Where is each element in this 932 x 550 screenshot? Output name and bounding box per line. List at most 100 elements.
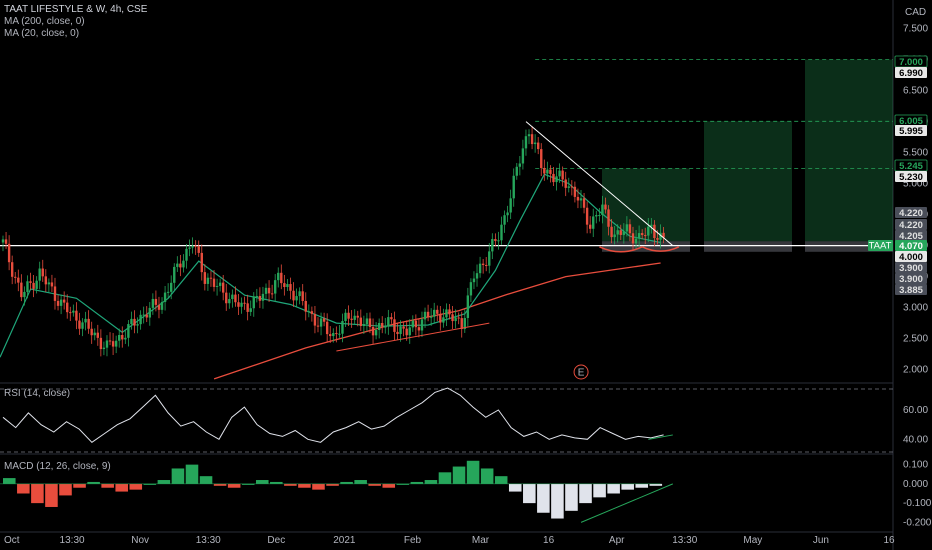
candle-body xyxy=(570,186,574,188)
candle-body xyxy=(72,310,75,313)
candle-body xyxy=(558,170,561,177)
time-tick-label: Dec xyxy=(267,535,285,546)
candle-body xyxy=(439,313,442,323)
rsi-tick-label: 40.00 xyxy=(903,434,928,445)
rsi-tick-label: 60.00 xyxy=(903,405,928,416)
candle-body xyxy=(488,251,491,266)
candle-body xyxy=(420,319,424,331)
candle-body xyxy=(564,179,567,188)
candle-body xyxy=(567,186,570,188)
candle-body xyxy=(87,318,90,329)
time-tick-label: Apr xyxy=(609,535,625,546)
time-tick-label: 16 xyxy=(883,535,895,546)
candle-body xyxy=(533,142,537,145)
candle-body xyxy=(555,176,558,183)
price-label-text: 5.230 xyxy=(899,172,923,183)
candle-body xyxy=(644,235,647,237)
candle-body xyxy=(426,311,430,318)
candle-body xyxy=(329,334,332,337)
price-tick-label: 6.500 xyxy=(903,86,928,97)
candle-body xyxy=(472,278,476,283)
candle-body xyxy=(102,347,106,350)
candle-body xyxy=(283,283,286,288)
candle-body xyxy=(601,204,604,216)
candle-body xyxy=(206,277,210,284)
candle-body xyxy=(469,282,473,296)
candle-body xyxy=(234,294,237,303)
candle-body xyxy=(145,314,148,318)
price-label-box xyxy=(895,262,927,273)
candle-body xyxy=(231,294,234,300)
macd-tick-label: -0.200 xyxy=(903,517,932,528)
ma20-legend[interactable]: MA (20, close, 0) xyxy=(4,28,80,39)
candle-body xyxy=(292,290,295,301)
candle-body xyxy=(69,312,72,314)
price-label-box xyxy=(895,273,927,284)
ma200-legend[interactable]: MA (200, close, 0) xyxy=(4,16,85,27)
macd-histogram-bar xyxy=(354,480,367,484)
descending-trendline xyxy=(525,121,674,246)
candle-body xyxy=(255,295,259,297)
candle-body xyxy=(1,239,5,243)
candle-body xyxy=(322,318,326,322)
candle-body xyxy=(75,310,78,321)
candle-body xyxy=(463,318,466,330)
price-label-box xyxy=(895,67,927,78)
candle-body xyxy=(258,295,262,301)
macd-histogram-bar xyxy=(607,483,620,494)
price-label-text: 6.990 xyxy=(899,68,923,79)
candle-body xyxy=(319,318,323,327)
macd-histogram-bar xyxy=(438,472,452,484)
candle-body xyxy=(121,334,124,340)
candle-body xyxy=(7,243,11,263)
candle-body xyxy=(32,282,35,289)
candle-body xyxy=(616,230,619,235)
candle-body xyxy=(56,300,60,306)
candle-body xyxy=(647,226,650,236)
candle-body xyxy=(111,341,115,347)
candle-body xyxy=(631,233,635,244)
candle-body xyxy=(484,264,488,266)
candle-body xyxy=(307,311,311,313)
candle-body xyxy=(448,309,451,315)
rsi-title: RSI (14, close) xyxy=(4,388,70,399)
candle-body xyxy=(344,312,347,322)
macd-histogram-bar xyxy=(565,483,578,511)
candle-body xyxy=(460,318,463,330)
candle-body xyxy=(540,149,543,169)
earnings-event-label: E xyxy=(578,368,585,379)
candle-body xyxy=(454,317,457,322)
ma200-line xyxy=(213,262,661,380)
currency-label: CAD xyxy=(905,7,926,18)
chart-legend: TAAT LIFESTYLE & W, 4h, CSE MA (200, clo… xyxy=(4,4,147,40)
candle-body xyxy=(90,328,93,336)
candle-body xyxy=(478,263,482,274)
candle-body xyxy=(316,325,320,327)
macd-histogram-bar xyxy=(424,480,438,484)
candle-body xyxy=(429,316,433,318)
candle-body xyxy=(295,296,298,301)
candle-body xyxy=(47,282,51,285)
price-tick-label: 5.500 xyxy=(903,148,928,159)
candle-body xyxy=(656,238,659,240)
macd-histogram-bar xyxy=(59,483,72,496)
candle-body xyxy=(44,276,48,285)
candle-body xyxy=(457,317,460,319)
candle-body xyxy=(163,292,167,302)
candle-body xyxy=(228,299,231,304)
candle-body xyxy=(481,263,485,265)
candle-body xyxy=(634,238,638,244)
candle-body xyxy=(26,281,29,292)
macd-histogram-bar xyxy=(340,481,353,484)
candle-body xyxy=(151,298,155,308)
candle-body xyxy=(133,318,136,326)
candle-body xyxy=(166,291,170,293)
macd-histogram-bar xyxy=(326,483,339,486)
price-label-text: 4.070 xyxy=(899,241,923,252)
candle-body xyxy=(546,169,549,174)
chart-title[interactable]: TAAT LIFESTYLE & W, 4h, CSE xyxy=(4,4,148,15)
price-tick-label: 3.000 xyxy=(903,303,928,314)
price-tick-label: 2.500 xyxy=(903,334,928,345)
candle-body xyxy=(20,282,23,298)
